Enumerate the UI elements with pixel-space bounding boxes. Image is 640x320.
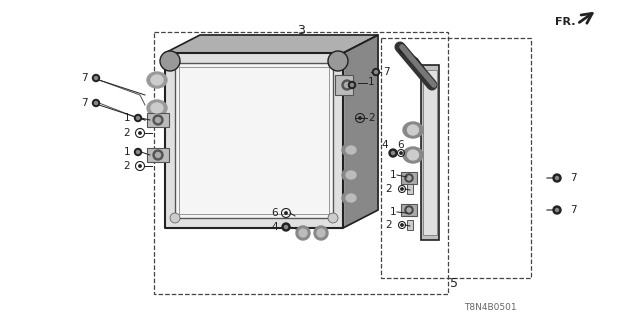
Text: 2: 2 (124, 128, 130, 138)
Text: 1: 1 (389, 207, 396, 217)
Circle shape (344, 83, 349, 87)
Polygon shape (165, 53, 343, 228)
Polygon shape (165, 35, 378, 53)
Circle shape (556, 209, 559, 212)
Bar (154, 32, 448, 294)
Text: 2: 2 (385, 184, 392, 194)
Text: T8N4B0501: T8N4B0501 (464, 303, 516, 313)
Bar (407, 184, 413, 194)
Circle shape (328, 51, 348, 71)
Bar (421, 65, 439, 240)
Circle shape (553, 206, 561, 214)
Text: 1: 1 (124, 113, 130, 123)
Circle shape (95, 76, 97, 79)
Bar (423, 70, 437, 235)
Ellipse shape (151, 75, 163, 85)
Circle shape (170, 213, 180, 223)
Ellipse shape (314, 226, 328, 240)
Circle shape (153, 150, 163, 160)
Circle shape (328, 58, 338, 68)
Ellipse shape (346, 146, 356, 154)
Circle shape (156, 153, 161, 157)
Text: 3: 3 (297, 24, 305, 37)
Circle shape (407, 208, 411, 212)
Circle shape (405, 174, 413, 182)
Ellipse shape (147, 100, 167, 116)
Bar (147, 148, 169, 162)
Polygon shape (343, 35, 378, 228)
Circle shape (139, 132, 141, 134)
Circle shape (401, 224, 403, 226)
Circle shape (351, 84, 353, 86)
Circle shape (93, 75, 99, 82)
Circle shape (400, 152, 402, 154)
Circle shape (170, 58, 180, 68)
Text: 7: 7 (570, 173, 577, 183)
Text: 1: 1 (368, 77, 374, 87)
Bar (335, 75, 353, 95)
Ellipse shape (408, 125, 419, 135)
Bar (401, 204, 417, 216)
Ellipse shape (403, 122, 423, 138)
Circle shape (282, 223, 290, 231)
Text: 7: 7 (81, 73, 88, 83)
Ellipse shape (346, 194, 356, 202)
Circle shape (374, 70, 378, 74)
Text: 7: 7 (383, 67, 390, 77)
Ellipse shape (342, 143, 360, 157)
Circle shape (136, 116, 140, 119)
Text: 4: 4 (381, 140, 388, 150)
Text: 6: 6 (271, 208, 278, 218)
Ellipse shape (342, 168, 360, 182)
Circle shape (160, 51, 180, 71)
Text: FR.: FR. (554, 17, 575, 27)
Ellipse shape (296, 226, 310, 240)
Circle shape (556, 177, 559, 180)
Ellipse shape (299, 229, 307, 237)
Text: 1: 1 (389, 170, 396, 180)
Circle shape (372, 68, 380, 76)
Circle shape (134, 148, 141, 156)
Circle shape (401, 188, 403, 190)
Text: 2: 2 (124, 161, 130, 171)
Circle shape (359, 117, 361, 119)
Polygon shape (175, 63, 333, 218)
Text: 2: 2 (385, 220, 392, 230)
Circle shape (407, 176, 411, 180)
Ellipse shape (342, 191, 360, 205)
Circle shape (136, 150, 140, 154)
Ellipse shape (346, 171, 356, 179)
Circle shape (134, 115, 141, 122)
Circle shape (553, 174, 561, 182)
Bar (407, 220, 413, 230)
Ellipse shape (317, 229, 325, 237)
Circle shape (93, 100, 99, 107)
Ellipse shape (408, 150, 419, 160)
Circle shape (156, 117, 161, 123)
Ellipse shape (147, 72, 167, 88)
Circle shape (392, 151, 394, 155)
Circle shape (342, 80, 352, 90)
Circle shape (328, 213, 338, 223)
Bar (147, 113, 169, 127)
Text: 5: 5 (451, 277, 458, 291)
Text: 7: 7 (81, 98, 88, 108)
Text: 6: 6 (397, 140, 404, 150)
Text: 4: 4 (271, 222, 278, 232)
Circle shape (405, 206, 413, 214)
Text: 1: 1 (124, 147, 130, 157)
Text: 2: 2 (368, 113, 374, 123)
Circle shape (285, 212, 287, 214)
Circle shape (349, 82, 355, 89)
Circle shape (139, 165, 141, 167)
Circle shape (389, 149, 397, 157)
Bar (401, 172, 417, 184)
Text: 7: 7 (570, 205, 577, 215)
Bar (381, 38, 531, 278)
Circle shape (95, 101, 97, 105)
Ellipse shape (151, 103, 163, 113)
Circle shape (153, 115, 163, 125)
Ellipse shape (403, 147, 423, 163)
Circle shape (285, 226, 287, 228)
